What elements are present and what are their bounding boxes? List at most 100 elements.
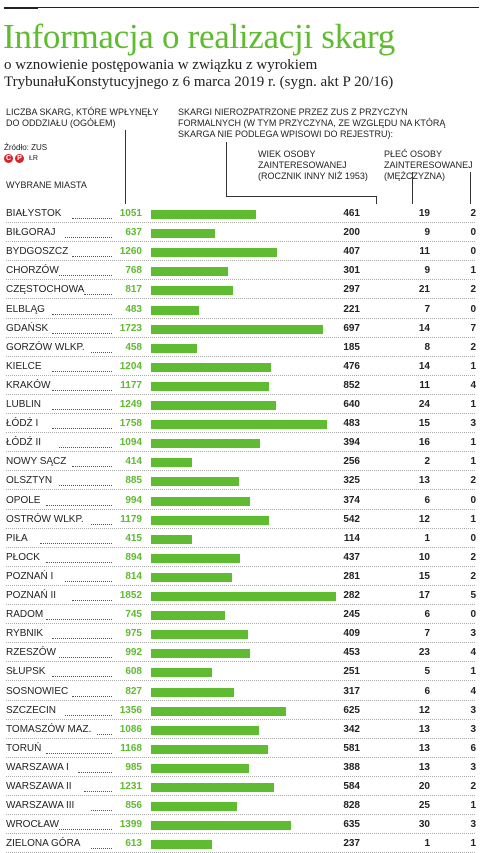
unprocessed-value: 281 — [343, 570, 360, 582]
row-separator — [6, 737, 475, 739]
total-bar — [151, 592, 336, 601]
city-label: WARSZAWA II — [6, 781, 72, 792]
city-label: BYDGOSZCZ — [6, 246, 69, 258]
row-separator — [6, 718, 475, 720]
age-value: 21 — [418, 284, 430, 296]
city-leader-dots — [71, 695, 112, 697]
sex-value: 3 — [470, 704, 476, 716]
total-bar — [151, 248, 277, 258]
total-column-header: LICZBA SKARG, KTÓRE WPŁYNĘŁY DO ODDZIAŁU… — [6, 107, 159, 128]
unprocessed-value: 625 — [343, 704, 360, 716]
total-value: 1260 — [119, 246, 142, 258]
sex-value: 3 — [470, 628, 476, 640]
age-value: 6 — [424, 685, 430, 697]
total-bar — [151, 381, 269, 391]
city-label: ZIELONA GÓRA — [6, 838, 81, 850]
total-bar — [151, 763, 250, 773]
total-value: 483 — [125, 303, 142, 315]
city-leader-dots — [46, 561, 112, 563]
sex-value: 2 — [470, 341, 476, 353]
unprocessed-value: 282 — [343, 590, 360, 601]
total-bar — [151, 744, 268, 754]
unprocessed-value: 453 — [343, 647, 360, 659]
total-bar — [151, 324, 324, 334]
age-value: 19 — [418, 208, 430, 219]
row-separator — [6, 584, 475, 586]
row-separator — [6, 470, 475, 472]
city-label: SZCZECIN — [6, 704, 56, 716]
unprocessed-value: 245 — [343, 609, 360, 621]
row-separator — [6, 756, 475, 758]
unprocessed-value: 394 — [343, 437, 360, 449]
cities-column-header: WYBRANE MIASTA — [6, 180, 87, 190]
row-separator — [6, 795, 475, 796]
city-label: PIŁA — [6, 532, 28, 544]
row-separator — [6, 241, 475, 243]
unprocessed-column-header: SKARGI NIEROZPATRZONE PRZEZ ZUS Z PRZYCZ… — [178, 107, 446, 139]
age-value: 9 — [424, 227, 430, 239]
unprocessed-value: 461 — [343, 208, 360, 219]
age-value: 13 — [418, 742, 430, 754]
city-leader-dots — [97, 733, 112, 735]
age-value: 24 — [418, 399, 430, 410]
row-separator — [6, 260, 475, 262]
city-leader-dots — [71, 466, 112, 468]
unprocessed-value: 640 — [343, 399, 360, 410]
city-label: NOWY SĄCZ — [6, 456, 67, 468]
age-value: 6 — [424, 494, 430, 506]
unprocessed-connector-tip — [376, 196, 377, 204]
age-value: 16 — [418, 437, 430, 449]
city-leader-dots — [46, 619, 112, 621]
total-bar — [151, 725, 260, 735]
city-label: GORZÓW WLKP. — [6, 341, 85, 353]
city-label: POZNAŃ I — [6, 570, 54, 582]
total-value: 1356 — [119, 704, 142, 716]
total-bar — [151, 611, 226, 621]
unprocessed-value: 301 — [343, 265, 360, 277]
unprocessed-value: 256 — [343, 456, 360, 468]
age-connector-line — [412, 172, 413, 204]
row-separator — [6, 374, 475, 376]
row-separator — [6, 623, 475, 625]
unprocessed-value: 297 — [343, 284, 360, 296]
unprocessed-value: 483 — [343, 418, 360, 430]
city-label: WARSZAWA III — [6, 800, 75, 812]
city-label: KRAKÓW — [6, 379, 51, 391]
total-bar — [151, 458, 193, 468]
unprocessed-value: 342 — [343, 723, 360, 735]
age-value: 15 — [418, 418, 430, 430]
total-value: 458 — [125, 341, 142, 353]
total-bar — [151, 401, 276, 410]
unprocessed-value: 251 — [343, 666, 360, 678]
total-value: 885 — [125, 475, 142, 487]
sex-value: 6 — [470, 742, 476, 754]
logo-circle-p-icon: P — [15, 153, 24, 163]
age-value: 23 — [418, 647, 430, 659]
city-leader-dots — [58, 657, 112, 659]
total-bar — [151, 439, 261, 449]
total-bar — [151, 420, 327, 430]
age-value: 13 — [418, 761, 430, 773]
publisher-logo: C P ŁR — [4, 153, 38, 163]
city-leader-dots — [90, 351, 112, 353]
total-bar — [151, 343, 197, 353]
sex-value: 1 — [470, 838, 476, 850]
age-value: 14 — [418, 322, 430, 334]
age-value: 11 — [419, 379, 430, 391]
city-label: ELBLĄG — [6, 303, 45, 315]
total-bar — [151, 362, 272, 372]
sex-value: 4 — [470, 379, 476, 391]
city-label: POZNAŃ II — [6, 590, 57, 601]
city-leader-dots — [52, 638, 112, 640]
unprocessed-value: 476 — [343, 360, 360, 372]
sex-value: 2 — [470, 284, 476, 296]
city-leader-dots — [65, 580, 112, 582]
city-label: CZĘSTOCHOWA — [6, 284, 85, 296]
age-value: 20 — [418, 781, 430, 792]
row-separator — [6, 393, 475, 395]
sex-value: 1 — [470, 399, 476, 410]
total-value: 1179 — [120, 513, 142, 525]
sex-value: 1 — [470, 456, 476, 468]
sex-value: 5 — [470, 590, 476, 601]
row-separator — [6, 775, 475, 777]
